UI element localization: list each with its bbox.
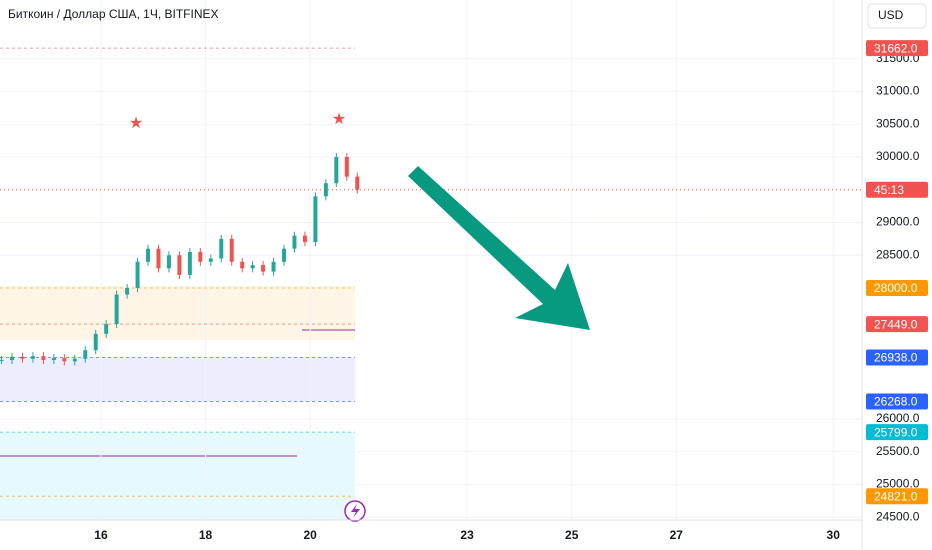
candle-body xyxy=(41,356,46,361)
x-tick-label: 16 xyxy=(94,528,108,542)
lightning-glyph xyxy=(351,504,360,518)
candle-body xyxy=(125,288,130,295)
candle-body xyxy=(292,235,297,249)
candle-body xyxy=(135,261,140,289)
price-badge-label: 31662.0 xyxy=(874,41,918,55)
price-badge-label: 25799.0 xyxy=(874,425,918,439)
candle-body xyxy=(0,360,4,362)
candle-body xyxy=(334,157,339,184)
candle-body xyxy=(187,251,192,275)
candle-body xyxy=(10,356,15,361)
y-tick-label: 28500.0 xyxy=(876,247,920,261)
candle-body xyxy=(20,356,25,359)
x-tick-label: 25 xyxy=(565,528,579,542)
countdown-badge xyxy=(866,181,928,198)
candle-body xyxy=(30,356,35,359)
candle-body xyxy=(104,324,109,334)
y-tick-label: 25500.0 xyxy=(876,444,920,458)
zone-cyan xyxy=(0,432,355,520)
price-badge xyxy=(866,280,928,297)
countdown-label: 45:13 xyxy=(874,183,904,197)
arrow-drawing xyxy=(408,166,590,330)
candle-body xyxy=(302,235,307,243)
x-tick-label: 23 xyxy=(460,528,474,542)
star-marker: ★ xyxy=(332,111,346,128)
candle-body xyxy=(166,255,171,269)
candle-body xyxy=(250,265,255,269)
candle-body xyxy=(240,261,245,269)
candle-body xyxy=(146,248,151,262)
candle-body xyxy=(271,261,276,272)
candle-body xyxy=(156,248,161,269)
candle-body xyxy=(261,265,266,272)
candle-body xyxy=(198,251,203,262)
y-tick-label: 24500.0 xyxy=(876,509,920,523)
y-tick-label: 31000.0 xyxy=(876,84,920,98)
candle-body xyxy=(313,196,318,243)
zone-orange xyxy=(0,286,355,340)
price-badge xyxy=(866,488,928,505)
candle-body xyxy=(355,176,360,190)
zone-blue xyxy=(0,357,355,402)
y-tick-label: 30000.0 xyxy=(876,149,920,163)
candle-body xyxy=(62,358,67,362)
candle-body xyxy=(93,333,98,351)
y-tick-label: 29000.0 xyxy=(876,215,920,229)
candle-body xyxy=(177,255,182,275)
price-badge xyxy=(866,349,928,366)
candle-body xyxy=(72,358,77,362)
chart-title: Биткоин / Доллар США, 1Ч, BITFINEX xyxy=(8,7,219,21)
star-marker: ★ xyxy=(129,115,143,132)
price-badge xyxy=(866,393,928,410)
candle-body xyxy=(208,258,213,262)
price-badge-label: 27449.0 xyxy=(874,317,918,331)
price-badge xyxy=(866,316,928,333)
x-tick-label: 27 xyxy=(670,528,684,542)
currency-label[interactable]: USD xyxy=(878,8,904,22)
candle-body xyxy=(114,294,119,325)
x-tick-label: 20 xyxy=(303,528,317,542)
x-tick-label: 18 xyxy=(199,528,213,542)
price-badge-label: 24821.0 xyxy=(874,489,918,503)
price-badge-label: 26268.0 xyxy=(874,395,918,409)
x-tick-label: 30 xyxy=(827,528,841,542)
candle-body xyxy=(51,358,56,361)
candle-body xyxy=(344,157,349,177)
y-tick-label: 25000.0 xyxy=(876,477,920,491)
price-badge xyxy=(866,40,928,57)
y-tick-label: 26000.0 xyxy=(876,411,920,425)
candle-body xyxy=(219,238,224,259)
price-badge-label: 26938.0 xyxy=(874,351,918,365)
y-tick-label: 30500.0 xyxy=(876,116,920,130)
currency-button[interactable] xyxy=(867,3,927,29)
candle-body xyxy=(229,238,234,262)
candle-body xyxy=(282,248,287,262)
price-badge xyxy=(866,424,928,441)
chart-layer xyxy=(0,0,862,520)
candle-body xyxy=(323,183,328,197)
price-axis-panel xyxy=(862,0,932,550)
candle-body xyxy=(83,350,88,359)
price-badge-label: 28000.0 xyxy=(874,281,918,295)
